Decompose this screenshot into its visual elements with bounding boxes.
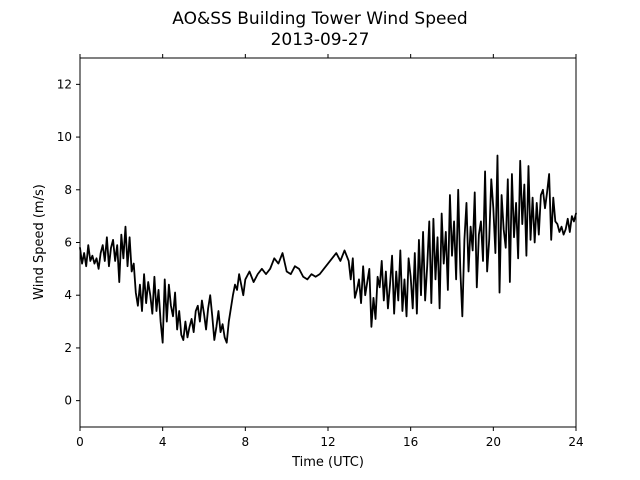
x-axis: 0 4 8 12 16 20 24 [76, 54, 584, 449]
y-tick-label: 2 [64, 341, 72, 355]
y-tick-label: 6 [64, 236, 72, 250]
y-tick-label: 0 [64, 394, 72, 408]
y-axis-label: Wind Speed (m/s) [32, 184, 47, 300]
wind-speed-line [79, 154, 577, 344]
chart-subtitle: 2013-09-27 [271, 30, 370, 50]
y-tick-label: 8 [64, 183, 72, 197]
x-tick-label: 24 [568, 435, 583, 449]
x-tick-label: 0 [76, 435, 84, 449]
x-tick-label: 16 [403, 435, 418, 449]
y-axis: 0 2 4 6 8 10 12 [57, 77, 80, 408]
y-tick-label: 4 [64, 288, 72, 302]
chart-title: AO&SS Building Tower Wind Speed [172, 9, 467, 29]
x-tick-label: 4 [159, 435, 167, 449]
x-tick-label: 8 [242, 435, 250, 449]
x-axis-label: Time (UTC) [291, 455, 364, 470]
x-tick-label: 12 [320, 435, 335, 449]
x-tick-label: 20 [486, 435, 501, 449]
y-tick-label: 12 [57, 77, 72, 91]
y-tick-label: 10 [57, 130, 72, 144]
